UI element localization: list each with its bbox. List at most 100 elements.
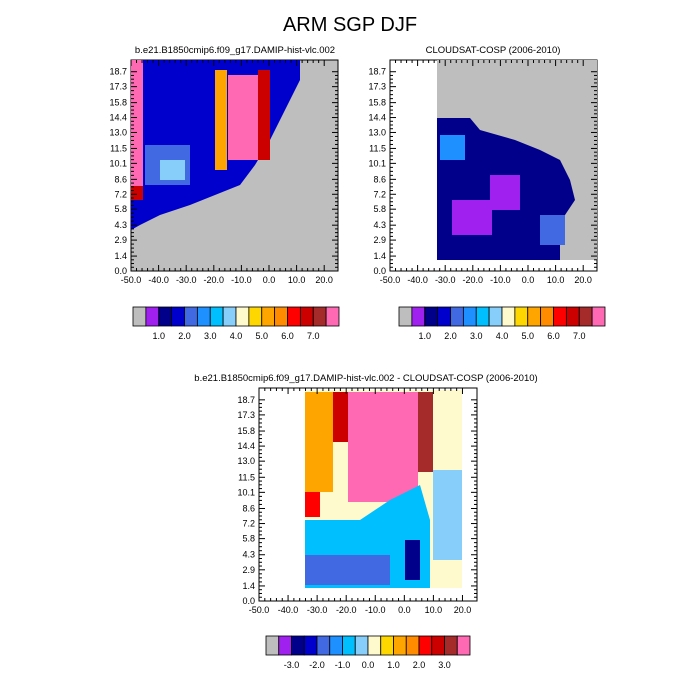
- colorbar-label: 1.0: [387, 660, 400, 670]
- panel-model: b.e21.B1850cmip6.f09_g17.DAMIP-hist-vlc.…: [109, 45, 340, 341]
- panel-title-observation: CLOUDSAT-COSP (2006-2010): [426, 45, 561, 56]
- heatmap-region-difference-red: [333, 392, 348, 442]
- y-tick-label: 7.2: [114, 189, 127, 199]
- y-tick-label: 5.8: [373, 204, 386, 214]
- x-tick-label: 0.0: [522, 275, 535, 285]
- colorbar-difference: -3.0 -2.0 -1.0 0.0 1.0 2.0 3.0: [265, 635, 471, 670]
- colorbar-swatch: [278, 635, 292, 656]
- colorbar-label: 5.0: [521, 331, 534, 341]
- colorbar-swatch: [299, 306, 314, 327]
- y-tick-label: 1.4: [242, 581, 255, 591]
- colorbar-swatch: [450, 306, 464, 327]
- y-tick-label: 8.6: [242, 503, 255, 513]
- x-tick-label: 0.0: [398, 605, 411, 615]
- colorbar-label: 4.0: [230, 331, 243, 341]
- heatmap-region-difference-dark: [405, 540, 420, 580]
- colorbar-swatch: [553, 306, 567, 327]
- heatmap-region-difference-edge: [418, 392, 433, 472]
- colorbar-swatch: [514, 306, 529, 327]
- colorbar-label: 3.0: [470, 331, 483, 341]
- y-tick-label: 0.0: [114, 266, 127, 276]
- colorbar-swatch: [248, 306, 263, 327]
- colorbar-swatch: [501, 306, 516, 327]
- colorbar-swatch: [145, 306, 160, 327]
- colorbar-swatch: [287, 306, 301, 327]
- y-tick-label: 4.3: [373, 220, 386, 230]
- y-tick-label: 1.4: [114, 251, 127, 261]
- heatmap-cells-model: [131, 60, 300, 230]
- colorbar-label: 0.0: [362, 660, 375, 670]
- y-tick-label: 14.4: [109, 113, 127, 123]
- x-tick-label: -50.0: [121, 275, 142, 285]
- x-tick-label: -10.0: [365, 605, 386, 615]
- colorbar-swatch: [431, 635, 445, 656]
- colorbar-swatch: [540, 306, 554, 327]
- y-tick-label: 17.3: [368, 82, 386, 92]
- y-tick-label: 2.9: [373, 235, 386, 245]
- y-tick-label: 17.3: [109, 82, 127, 92]
- colorbar-swatch: [591, 306, 606, 327]
- y-tick-label: 18.7: [109, 67, 127, 77]
- x-tick-label: -10.0: [231, 275, 252, 285]
- x-tick-label: -40.0: [407, 275, 428, 285]
- y-tick-label: 1.4: [373, 251, 386, 261]
- colorbar-swatch: [578, 306, 593, 327]
- x-tick-label: 10.0: [288, 275, 306, 285]
- heatmap-region-difference-spot: [305, 492, 320, 517]
- y-tick-label: 14.4: [368, 113, 386, 123]
- y-tick-label: 2.9: [242, 565, 255, 575]
- heatmap-cells-observation: [437, 60, 597, 260]
- colorbar-swatch: [380, 635, 394, 656]
- colorbar-label: 7.0: [307, 331, 320, 341]
- y-tick-label: 10.1: [237, 487, 255, 497]
- x-tick-label: -40.0: [278, 605, 299, 615]
- colorbar-swatch: [312, 306, 327, 327]
- colorbar-swatch: [184, 306, 198, 327]
- colorbar-label: 3.0: [204, 331, 217, 341]
- x-tick-label: -30.0: [435, 275, 456, 285]
- axes-difference: -50.0 -40.0 -30.0 -20.0 -10.0 0.0 10.0 20.0 0.0 1…: [237, 388, 477, 615]
- colorbar-swatch: [132, 306, 147, 327]
- colorbar-label: 2.0: [413, 660, 426, 670]
- y-tick-label: 17.3: [237, 410, 255, 420]
- heatmap-region-difference-low2: [305, 555, 390, 585]
- y-tick-label: 2.9: [114, 235, 127, 245]
- y-tick-label: 15.8: [237, 426, 255, 436]
- heatmap-region-difference-core: [348, 392, 418, 502]
- y-tick-label: 11.5: [369, 143, 386, 153]
- colorbar-swatch: [398, 306, 413, 327]
- y-tick-label: 11.5: [238, 472, 255, 482]
- heatmap-region-observation-blue2: [540, 215, 565, 245]
- colorbar-swatch: [171, 306, 185, 327]
- colorbar-swatch: [354, 635, 369, 656]
- y-tick-label: 13.0: [109, 127, 127, 137]
- colorbar-label: -3.0: [284, 660, 300, 670]
- heatmap-region-observation-purple: [452, 200, 492, 235]
- x-tick-label: -20.0: [204, 275, 225, 285]
- y-tick-label: 14.4: [237, 441, 255, 451]
- colorbar-label: 4.0: [496, 331, 509, 341]
- colorbar-swatch: [393, 635, 407, 656]
- panel-title-difference: b.e21.B1850cmip6.f09_g17.DAMIP-hist-vlc.…: [194, 373, 537, 384]
- colorbar-label: 2.0: [444, 331, 457, 341]
- x-tick-label: -50.0: [249, 605, 270, 615]
- x-tick-label: 20.0: [454, 605, 472, 615]
- colorbar-swatch: [329, 635, 343, 656]
- colorbar-label: 1.0: [418, 331, 431, 341]
- x-tick-label: 0.0: [263, 275, 276, 285]
- figure-title: ARM SGP DJF: [283, 14, 417, 36]
- y-tick-label: 13.0: [368, 127, 386, 137]
- heatmap-region-difference-light: [433, 470, 462, 560]
- panel-difference: b.e21.B1850cmip6.f09_g17.DAMIP-hist-vlc.…: [194, 373, 537, 670]
- x-tick-label: -30.0: [176, 275, 197, 285]
- colorbar-swatch: [261, 306, 276, 327]
- heatmap-region-model-edge2: [258, 70, 270, 160]
- colorbar-swatch: [291, 635, 305, 656]
- colorbar-swatch: [424, 306, 439, 327]
- heatmap-cells-difference: [305, 390, 462, 588]
- colorbar-swatch: [367, 635, 382, 656]
- y-tick-label: 7.2: [373, 189, 386, 199]
- colorbar-swatch: [222, 306, 237, 327]
- colorbar-swatch: [303, 635, 318, 656]
